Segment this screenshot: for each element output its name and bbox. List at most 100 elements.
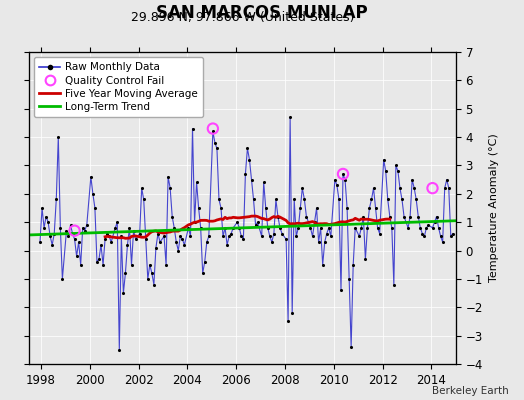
Point — [137, 185, 146, 191]
Point — [86, 174, 95, 180]
Point — [268, 239, 276, 245]
Point — [286, 114, 294, 120]
Text: Berkeley Earth: Berkeley Earth — [432, 386, 508, 396]
Point — [50, 230, 59, 237]
Point — [36, 239, 44, 245]
Point — [227, 230, 235, 237]
Point — [91, 205, 99, 211]
Point — [239, 236, 247, 242]
Point — [237, 233, 246, 240]
Point — [439, 239, 447, 245]
Point — [296, 205, 304, 211]
Point — [225, 233, 233, 240]
Point — [418, 230, 427, 237]
Point — [95, 256, 103, 262]
Point — [172, 239, 180, 245]
Point — [449, 230, 457, 237]
Point — [111, 225, 119, 231]
Point — [298, 185, 307, 191]
Point — [176, 233, 184, 240]
Point — [105, 233, 113, 240]
Point — [384, 196, 392, 203]
Point — [443, 176, 451, 183]
Point — [254, 219, 262, 225]
Point — [379, 156, 388, 163]
Point — [162, 262, 170, 268]
Point — [56, 225, 64, 231]
Point — [48, 242, 57, 248]
Point — [326, 233, 335, 240]
Point — [436, 233, 445, 240]
Point — [93, 259, 101, 265]
Point — [187, 233, 195, 240]
Point — [444, 185, 453, 191]
Point — [223, 242, 231, 248]
Point — [343, 205, 351, 211]
Point — [77, 262, 85, 268]
Point — [276, 225, 284, 231]
Point — [414, 213, 422, 220]
Point — [204, 233, 213, 240]
Point — [83, 222, 91, 228]
Point — [257, 233, 266, 240]
Point — [335, 196, 343, 203]
Point — [270, 230, 278, 237]
Point — [174, 247, 182, 254]
Point — [241, 171, 249, 177]
Y-axis label: Temperature Anomaly (°C): Temperature Anomaly (°C) — [488, 134, 498, 282]
Point — [144, 276, 152, 282]
Point — [394, 168, 402, 174]
Point — [160, 233, 168, 240]
Point — [62, 228, 71, 234]
Point — [97, 242, 105, 248]
Point — [404, 225, 412, 231]
Point — [347, 344, 355, 350]
Point — [308, 233, 316, 240]
Point — [345, 276, 353, 282]
Point — [314, 239, 323, 245]
Point — [400, 213, 408, 220]
Point — [339, 171, 347, 177]
Point — [203, 239, 211, 245]
Point — [150, 281, 158, 288]
Point — [363, 225, 372, 231]
Point — [74, 239, 83, 245]
Point — [99, 262, 107, 268]
Point — [300, 196, 309, 203]
Point — [357, 225, 366, 231]
Point — [282, 236, 290, 242]
Point — [217, 205, 225, 211]
Point — [107, 239, 115, 245]
Point — [152, 244, 160, 251]
Point — [64, 233, 73, 240]
Point — [323, 230, 331, 237]
Text: SAN MARCOS MUNI AP: SAN MARCOS MUNI AP — [156, 4, 368, 22]
Point — [170, 225, 178, 231]
Point — [219, 233, 227, 240]
Point — [324, 225, 333, 231]
Point — [190, 219, 199, 225]
Point — [79, 225, 87, 231]
Point — [235, 225, 244, 231]
Point — [390, 281, 398, 288]
Point — [292, 233, 300, 240]
Point — [156, 239, 164, 245]
Point — [446, 233, 455, 240]
Point — [148, 270, 156, 276]
Point — [70, 236, 79, 242]
Point — [264, 225, 272, 231]
Point — [121, 270, 129, 276]
Point — [166, 185, 174, 191]
Point — [123, 242, 132, 248]
Point — [319, 262, 327, 268]
Point — [211, 140, 219, 146]
Point — [367, 196, 376, 203]
Point — [331, 176, 339, 183]
Point — [154, 230, 162, 237]
Point — [42, 213, 50, 220]
Point — [132, 236, 140, 242]
Point — [321, 239, 329, 245]
Point — [432, 213, 441, 220]
Point — [392, 162, 400, 169]
Point — [168, 213, 177, 220]
